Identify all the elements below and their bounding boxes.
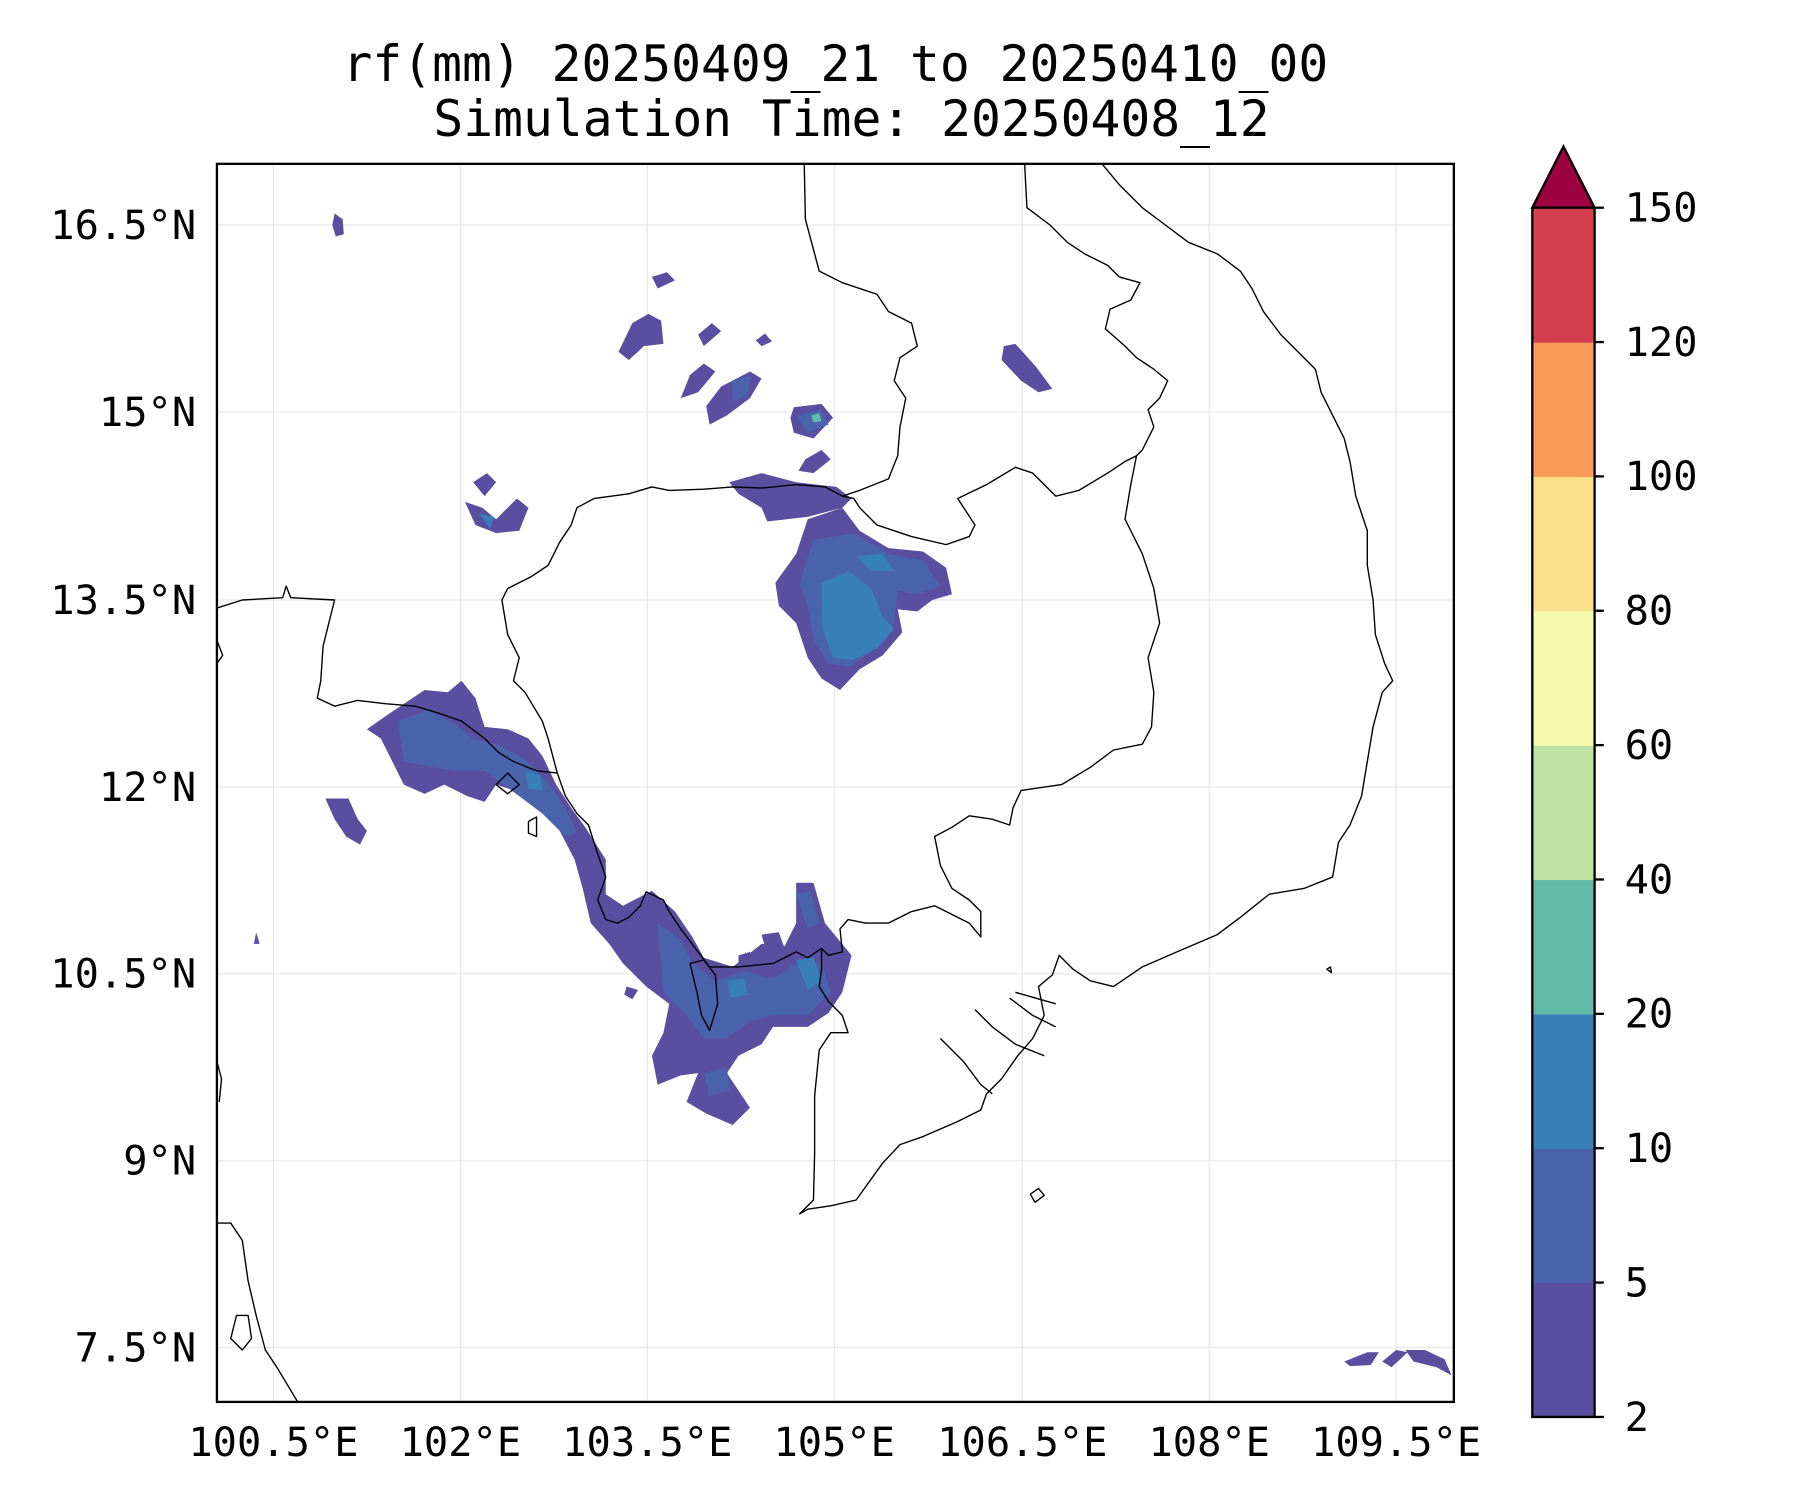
- colorbar-segment: [1532, 342, 1595, 477]
- x-axis: 100.5°E 102°E 103.5°E 105°E 106.5°E 108°…: [188, 1419, 1481, 1466]
- rain-cell: [524, 770, 543, 791]
- colorbar-tick-label: 2: [1625, 1394, 1649, 1441]
- x-tick-label: 109.5°E: [1311, 1419, 1481, 1466]
- islands: [495, 772, 1333, 1203]
- rain-cell: [821, 571, 895, 660]
- map-frame: [215, 162, 1455, 1404]
- rain-contour-20-40: [811, 413, 822, 423]
- rain-cell: [624, 986, 639, 1000]
- map-area: [216, 163, 1454, 1402]
- rain-cell: [1344, 1352, 1379, 1367]
- rain-cell: [798, 449, 831, 474]
- colorbar-segment: [1532, 745, 1595, 881]
- vietnam-coastline: [798, 163, 1394, 1215]
- colorbar-frame: [1531, 207, 1596, 1419]
- rain-cell: [473, 473, 497, 497]
- colorbar-segment: [1532, 879, 1595, 1015]
- rain-cell: [732, 376, 750, 402]
- colorbar-tick-label: 40: [1625, 856, 1674, 903]
- rain-cell: [464, 498, 529, 534]
- colorbar: 2 5 10 20 40 60 80 100 120 150: [1530, 143, 1698, 1441]
- y-tick-label: 12°N: [99, 764, 196, 811]
- y-tick-label: 9°N: [123, 1138, 196, 1185]
- y-tick-label: 7.5°N: [75, 1325, 197, 1372]
- y-tick-label: 16.5°N: [50, 202, 196, 249]
- coastlines-and-borders: [216, 163, 1394, 1402]
- rain-cell: [325, 798, 367, 845]
- rain-cell: [332, 213, 344, 237]
- gridlines: [216, 163, 1454, 1402]
- rain-contour-10-20: [478, 513, 895, 999]
- x-tick-label: 102°E: [400, 1419, 522, 1466]
- y-tick-label: 13.5°N: [50, 577, 196, 624]
- x-tick-label: 100.5°E: [188, 1419, 358, 1466]
- thailand-border: [216, 585, 558, 774]
- colorbar-tick-label: 10: [1625, 1125, 1674, 1172]
- x-tick-label: 106.5°E: [937, 1419, 1107, 1466]
- rain-cell: [398, 709, 577, 837]
- colorbar-tick-label: 5: [1625, 1259, 1649, 1306]
- colorbar-segment: [1532, 1013, 1595, 1149]
- rain-cell: [698, 323, 722, 347]
- colorbar-tick-label: 120: [1625, 319, 1698, 366]
- malay-peninsula-coast: [216, 640, 299, 1402]
- laos-vietnam-border: [1023, 163, 1169, 457]
- colorbar-tick-label: 100: [1625, 453, 1698, 500]
- chart-title: rf(mm) 20250409_21 to 20250410_00: [343, 35, 1329, 93]
- rain-cell: [811, 413, 822, 423]
- colorbar-tick-label: 60: [1625, 722, 1674, 769]
- colorbar-segment: [1532, 1148, 1595, 1284]
- colorbar-segment: [1532, 610, 1595, 746]
- rain-cell: [680, 363, 716, 399]
- colorbar-tick-label: 80: [1625, 588, 1674, 635]
- rain-cell: [703, 1067, 730, 1097]
- y-tick-label: 10.5°N: [50, 951, 196, 998]
- colorbar-extend-triangle: [1530, 143, 1597, 209]
- rain-cell: [726, 978, 748, 999]
- y-tick-label: 15°N: [99, 389, 196, 436]
- laos-thailand-border: [803, 163, 918, 497]
- colorbar-segment: [1532, 1282, 1595, 1418]
- x-tick-label: 108°E: [1148, 1419, 1270, 1466]
- rain-cell: [478, 513, 494, 529]
- colorbar-tick-label: 20: [1625, 991, 1674, 1038]
- rain-cell: [755, 333, 772, 347]
- x-tick-label: 105°E: [773, 1419, 895, 1466]
- rain-cell: [856, 553, 895, 572]
- rain-cell: [618, 313, 664, 360]
- y-axis: 16.5°N 15°N 13.5°N 12°N 10.5°N 9°N 7.5°N: [50, 202, 196, 1372]
- phu-quoc-island: [689, 959, 719, 1032]
- rain-cell: [1382, 1349, 1408, 1368]
- chart-subtitle: Simulation Time: 20250408_12: [433, 90, 1269, 148]
- rain-cell: [1001, 343, 1053, 393]
- colorbar-tick-label: 150: [1625, 185, 1698, 232]
- x-tick-label: 103.5°E: [562, 1419, 732, 1466]
- rain-cell: [796, 957, 822, 990]
- colorbar-segment: [1532, 207, 1595, 343]
- rain-cell: [729, 473, 852, 522]
- rain-cell: [796, 890, 820, 929]
- rain-cell: [761, 932, 785, 956]
- rain-cell: [651, 272, 675, 289]
- colorbar-segment: [1532, 476, 1595, 612]
- rain-cell: [796, 409, 829, 433]
- rain-cell: [1405, 1349, 1452, 1376]
- mekong-delta-channels: [939, 991, 1057, 1095]
- rain-cell: [738, 951, 753, 970]
- rain-cell: [253, 932, 260, 944]
